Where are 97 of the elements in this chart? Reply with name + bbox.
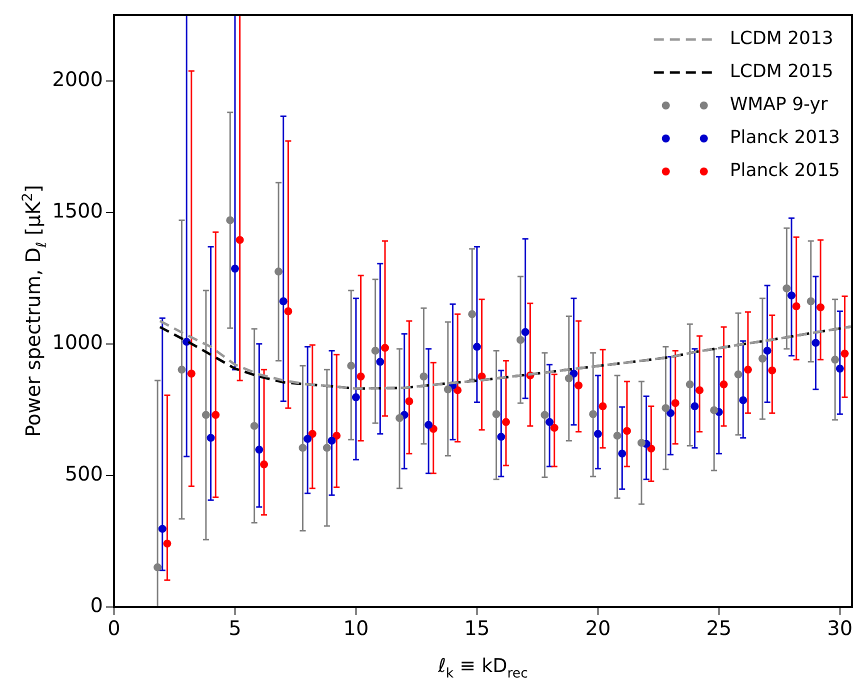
point — [468, 310, 476, 318]
point — [347, 362, 356, 370]
point — [356, 372, 365, 381]
x-tick-label: 15 — [464, 616, 490, 640]
point — [424, 420, 433, 429]
point — [812, 338, 820, 347]
point — [230, 264, 239, 273]
point — [666, 409, 675, 418]
point — [304, 434, 312, 443]
point — [734, 370, 742, 378]
point — [376, 358, 384, 366]
point — [371, 346, 380, 355]
point — [662, 404, 670, 412]
y-axis-title: Power spectrum, Dℓ [μK2] — [20, 184, 50, 438]
point — [178, 366, 186, 374]
point — [806, 297, 815, 306]
point — [279, 297, 288, 306]
legend-label: Planck 2015 — [730, 160, 840, 182]
point — [840, 350, 849, 358]
point — [540, 410, 549, 419]
point — [202, 410, 210, 419]
y-tick-label: 2000 — [52, 66, 103, 91]
point — [690, 402, 699, 410]
point — [589, 410, 598, 418]
point — [497, 432, 506, 441]
legend-label: LCDM 2013 — [730, 28, 834, 50]
point — [618, 450, 626, 458]
point — [212, 410, 220, 419]
point — [570, 370, 578, 378]
legend-label: LCDM 2015 — [730, 61, 834, 82]
legend-label: WMAP 9-yr — [730, 94, 828, 116]
x-tick-label: 0 — [108, 616, 120, 640]
point — [739, 396, 748, 404]
point — [396, 414, 404, 422]
point — [594, 430, 602, 438]
point — [163, 540, 172, 548]
point — [260, 460, 268, 468]
point — [420, 372, 428, 381]
point — [613, 432, 622, 440]
y-tick-label: 1500 — [52, 198, 103, 223]
point — [598, 402, 607, 410]
point — [686, 380, 694, 388]
point — [154, 563, 162, 572]
y-tick-label: 500 — [64, 462, 103, 486]
point — [274, 268, 283, 276]
x-tick-label: 25 — [706, 616, 732, 640]
point — [647, 444, 656, 453]
point — [816, 303, 825, 312]
point — [284, 307, 292, 316]
point — [768, 366, 776, 374]
point — [671, 399, 680, 408]
point — [622, 426, 631, 435]
point — [187, 370, 196, 378]
point — [472, 342, 481, 351]
point — [763, 346, 772, 355]
point — [564, 374, 573, 382]
point — [782, 284, 791, 292]
point — [792, 302, 800, 310]
point — [758, 354, 766, 363]
point — [574, 381, 583, 390]
point — [502, 418, 510, 426]
point — [836, 364, 844, 373]
point — [492, 410, 500, 418]
point — [637, 438, 646, 447]
point — [332, 432, 341, 440]
point — [710, 406, 718, 414]
point — [744, 366, 752, 374]
legend-label: Planck 2013 — [730, 127, 840, 148]
point — [328, 436, 336, 445]
point — [308, 430, 316, 438]
point — [352, 393, 360, 402]
y-tick-label: 1000 — [52, 330, 103, 354]
point — [236, 236, 244, 244]
point — [516, 336, 525, 344]
point — [454, 386, 462, 394]
point — [405, 397, 414, 406]
point — [381, 344, 390, 352]
point — [831, 356, 840, 364]
point — [444, 385, 452, 394]
x-tick-label: 10 — [343, 616, 369, 640]
x-tick-label: 20 — [585, 616, 611, 640]
point — [546, 418, 554, 426]
point — [298, 444, 307, 452]
point — [226, 216, 234, 224]
point — [250, 422, 258, 430]
point — [521, 328, 530, 336]
x-tick-label: 30 — [827, 616, 853, 640]
point — [322, 444, 331, 452]
point — [206, 434, 215, 442]
point — [255, 446, 264, 454]
point — [696, 386, 704, 394]
point — [158, 524, 166, 533]
y-tick-label: 0 — [90, 593, 103, 618]
point — [788, 291, 796, 300]
x-tick-label: 5 — [228, 616, 242, 640]
point — [720, 380, 728, 388]
point — [550, 424, 558, 432]
